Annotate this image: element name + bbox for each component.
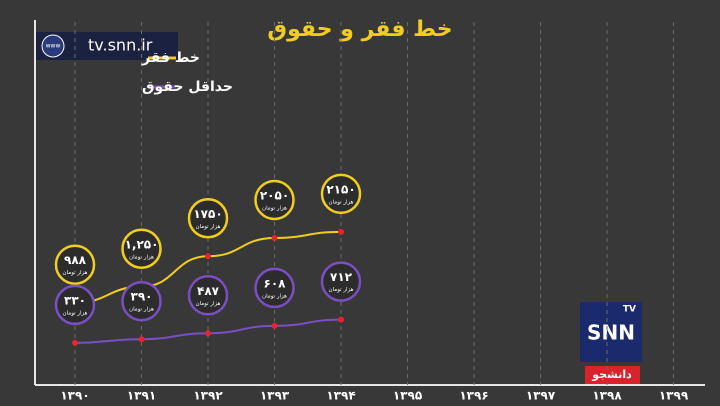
logo-box: [580, 302, 642, 362]
watermark-icon-text: www: [46, 43, 61, 50]
watermark-icon: [41, 34, 65, 58]
data-label-badge: [254, 179, 295, 221]
logo-name: SNN: [587, 321, 635, 345]
data-point: [138, 336, 145, 343]
data-point: [338, 316, 344, 323]
data-label-badge: [254, 267, 295, 309]
logo-caption-box: [585, 366, 640, 384]
data-label-unit: هزار تومان: [129, 307, 154, 313]
data-label-badge: [54, 284, 96, 326]
data-label: ۹۸۸: [64, 253, 87, 267]
data-label: ۳۹۰: [131, 290, 153, 304]
x-tick-label: ۱۳۹۹: [659, 389, 689, 403]
data-label-badge: [187, 198, 229, 239]
data-label: ۴۸۷: [197, 284, 220, 298]
data-label-unit: هزار تومان: [63, 270, 88, 276]
data-label-unit: هزار تومان: [262, 293, 287, 299]
data-point: [271, 322, 278, 329]
logo-caption: دانشجو: [591, 368, 632, 381]
data-label-unit: هزار تومان: [63, 310, 88, 316]
data-label-badge: [121, 228, 162, 269]
data-point: [205, 253, 211, 260]
watermark-url: tv.snn.ir: [88, 36, 153, 55]
data-label: ۷۱۲: [330, 270, 353, 284]
data-label-badge: [54, 244, 96, 285]
data-label-badge: [320, 261, 362, 302]
data-label-unit: هزار تومان: [329, 199, 354, 205]
x-tick-label: ۱۳۹۷: [526, 389, 556, 403]
data-label: ۲۰۵۰: [260, 188, 289, 202]
data-label-unit: هزار تومان: [262, 205, 287, 211]
x-tick-label: ۱۳۹۰: [60, 389, 89, 403]
logo-badge: TV: [623, 305, 636, 315]
data-point: [271, 234, 278, 241]
x-tick-label: ۱۳۹۸: [592, 389, 622, 403]
legend-label: خط فقر: [141, 50, 200, 66]
data-point: [72, 339, 78, 346]
x-tick-label: ۱۳۹۶: [459, 389, 488, 403]
data-label-badge: [320, 173, 362, 215]
legend-label: حداقل حقوق: [142, 79, 233, 95]
data-label-badge: [121, 280, 162, 322]
data-point: [338, 228, 344, 235]
data-label-unit: هزار تومان: [196, 301, 221, 307]
x-tick-label: ۱۳۹۳: [260, 389, 290, 403]
chart-title: خط فقر و حقوق: [267, 17, 452, 42]
data-label: ۳۳۰: [64, 293, 86, 307]
data-label: ۶۰۸: [264, 276, 287, 290]
x-tick-label: ۱۳۹۴: [326, 389, 355, 403]
x-tick-label: ۱۳۹۲: [193, 389, 223, 403]
data-label-unit: هزار تومان: [196, 224, 221, 230]
data-label-badge: [187, 275, 229, 316]
data-point: [205, 330, 211, 337]
x-tick-label: ۱۳۹۵: [393, 389, 422, 403]
x-tick-label: ۱۳۹۱: [127, 389, 156, 403]
data-label-unit: هزار تومان: [129, 254, 154, 260]
data-label: ۲۱۵۰: [326, 182, 355, 196]
data-label-unit: هزار تومان: [329, 287, 354, 293]
data-label: ۱۷۵۰: [193, 207, 222, 221]
data-label: ۱,۲۵۰: [125, 237, 159, 251]
